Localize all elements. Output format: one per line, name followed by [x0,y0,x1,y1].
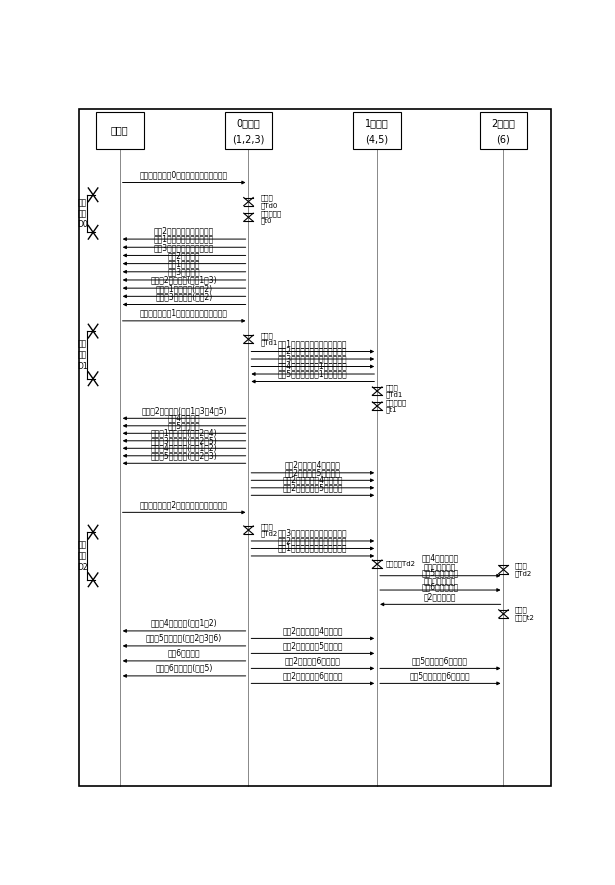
Text: 1级节点: 1级节点 [365,118,389,128]
Text: 入网申请时
间t1: 入网申请时 间t1 [386,399,407,413]
Text: 等待时间Td2: 等待时间Td2 [386,561,416,567]
Text: 主节点发送呼叫0级从节点入网的广播命令: 主节点发送呼叫0级从节点入网的广播命令 [140,170,228,179]
Text: 读节点3邻居节点(节点2): 读节点3邻居节点(节点2) [156,292,213,301]
Text: 节点5入网确认: 节点5入网确认 [168,421,200,430]
Text: 延时
时间
D1: 延时 时间 D1 [77,339,88,371]
Text: 节点1入网确认: 节点1入网确认 [168,259,200,268]
Text: 主节点发送呼叫2级从节点入网的广播命令: 主节点发送呼叫2级从节点入网的广播命令 [140,500,228,509]
Text: 读节点2邻居节点(节点1、3): 读节点2邻居节点(节点1、3) [151,276,218,285]
Text: 节点2转发节点5入网确认: 节点2转发节点5入网确认 [285,468,341,477]
Text: 节点2转发节点6入网确认: 节点2转发节点6入网确认 [285,656,341,665]
Text: 读节点3邻居节点(节点2、5): 读节点3邻居节点(节点2、5) [151,436,218,445]
Text: 节点2入网确认: 节点2入网确认 [168,251,200,260]
Text: 读节点5邻居节点(节点2、3、6): 读节点5邻居节点(节点2、3、6) [146,634,222,643]
Text: 节点1更新序列号并请求入网: 节点1更新序列号并请求入网 [154,235,214,244]
Text: 节点2转发读节点5邻居节点: 节点2转发读节点5邻居节点 [282,483,343,492]
Text: 读节点1邻居节点(节点2): 读节点1邻居节点(节点2) [156,284,213,293]
Bar [353,112,401,150]
Text: (6): (6) [496,135,510,145]
Text: 等待时
间Td2: 等待时 间Td2 [514,563,531,577]
Text: 节点2转发读节点5邻居节点: 节点2转发读节点5邻居节点 [282,641,343,650]
Text: 节点4更新序列号
并转发广播命令: 节点4更新序列号 并转发广播命令 [421,554,459,573]
Text: 节点2更新序列号并转发广播命令: 节点2更新序列号并转发广播命令 [278,347,347,356]
Text: 节点5转发读节点6邻居节点: 节点5转发读节点6邻居节点 [410,671,470,680]
Text: 节点2更新序列号并请求入网: 节点2更新序列号并请求入网 [154,227,214,235]
Text: 等待时
间Td1: 等待时 间Td1 [260,332,278,346]
Text: 节点2更新序列号并转发广播命令: 节点2更新序列号并转发广播命令 [278,536,347,545]
Text: 读节点5邻居节点(节点2、3): 读节点5邻居节点(节点2、3) [151,450,218,460]
Text: 读节点4邻居节点(节点1、2): 读节点4邻居节点(节点1、2) [151,619,218,627]
Text: 读节点2邻居节点(节点1、3、4、5): 读节点2邻居节点(节点1、3、4、5) [141,406,227,415]
Text: 主节点发送呼叫1级从节点入网的广播命令: 主节点发送呼叫1级从节点入网的广播命令 [140,309,228,318]
Text: 节点3入网确认: 节点3入网确认 [168,267,200,276]
Text: 主节点: 主节点 [111,126,129,135]
Text: (1,2,3): (1,2,3) [232,135,264,145]
Text: 2级节点: 2级节点 [491,118,515,128]
Text: 节点1更新序列号并转发广播命令: 节点1更新序列号并转发广播命令 [278,543,347,552]
Text: 0级节点: 0级节点 [237,118,260,128]
Text: 节点2转发节点4入网确认: 节点2转发节点4入网确认 [285,460,341,469]
Text: 节点6更新序列号
为2并请求入网: 节点6更新序列号 为2并请求入网 [421,582,459,601]
Text: 等待时
间Td1: 等待时 间Td1 [386,384,403,398]
Bar [96,112,144,150]
Text: 节点4更新序列号为1并请求入网: 节点4更新序列号为1并请求入网 [278,362,347,371]
Text: 等待时
间Td0: 等待时 间Td0 [260,195,278,209]
Text: 读节点4邻居节点(节点1、2): 读节点4邻居节点(节点1、2) [151,443,218,452]
Text: 节点3更新序列号并转发广播命令: 节点3更新序列号并转发广播命令 [278,528,347,537]
Bar [224,112,272,150]
Text: 节点1更新序列号并转发广播命令: 节点1更新序列号并转发广播命令 [278,339,347,348]
Text: 节点2转发读节点4邻居节点: 节点2转发读节点4邻居节点 [282,626,343,635]
Text: 节点5转发节点6入网确认: 节点5转发节点6入网确认 [412,656,468,665]
Text: 节点6入网确认: 节点6入网确认 [168,649,200,658]
Text: 入网申
请时间t2: 入网申 请时间t2 [514,607,534,621]
Text: 读节点6邻居节点(节点5): 读节点6邻居节点(节点5) [156,664,213,673]
Bar [480,112,527,150]
Text: 节点5更新序列号为1并请求入网: 节点5更新序列号为1并请求入网 [278,369,347,378]
Text: 入网申请时
间t0: 入网申请时 间t0 [260,210,282,225]
Text: 延时
时间
D0: 延时 时间 D0 [77,198,88,229]
Text: 延时
时间
D2: 延时 时间 D2 [77,541,88,572]
Text: 节点3更新序列号并请求入网: 节点3更新序列号并请求入网 [154,243,214,252]
Text: 节点2转发读节点6邻居节点: 节点2转发读节点6邻居节点 [282,671,343,680]
Text: 节点3更新序列号并转发广播命令: 节点3更新序列号并转发广播命令 [278,354,347,363]
Text: 读节点1邻居节点(节点2、4): 读节点1邻居节点(节点2、4) [151,428,218,437]
Text: 等待时
间Td2: 等待时 间Td2 [260,523,277,537]
Text: 节点2转发读节点4邻居节点: 节点2转发读节点4邻居节点 [282,475,343,484]
Text: (4,5): (4,5) [365,135,389,145]
Text: 节点5更新序列号
并转发广播命令: 节点5更新序列号 并转发广播命令 [421,568,459,587]
Text: 节点4入网确认: 节点4入网确认 [168,413,200,422]
